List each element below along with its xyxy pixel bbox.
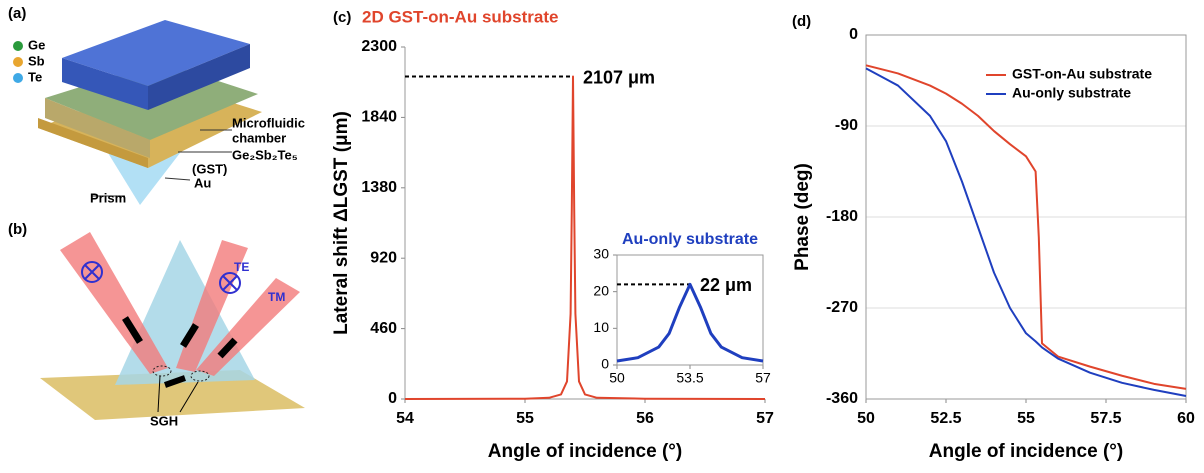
x-axis-label: Angle of incidence (°) [488, 441, 682, 462]
x-tick-label: 57.5 [1090, 410, 1121, 427]
y-tick-label: -180 [826, 208, 858, 225]
y-tick-label: 0 [601, 356, 609, 372]
y-tick-label: 460 [370, 320, 397, 337]
y-tick-label: 1840 [361, 109, 397, 126]
legend-label: GST-on-Au substrate [1012, 66, 1152, 82]
panel-label: (b) [8, 221, 27, 238]
mode-label: TE [234, 260, 249, 274]
shift-line [157, 375, 161, 413]
x-tick-label: 57 [755, 370, 771, 386]
panel-label: (a) [8, 5, 26, 22]
chamber-top [62, 20, 250, 86]
spot [152, 365, 172, 377]
arrow [217, 337, 238, 359]
x-tick-label: 60 [1177, 410, 1195, 427]
gst-edge [45, 98, 150, 158]
y-tick-label: 0 [849, 26, 858, 43]
line-series [404, 75, 766, 400]
mode-label: TM [268, 290, 285, 304]
callout: Prism [90, 190, 126, 205]
y-tick-label: -360 [826, 390, 858, 407]
arrow [122, 316, 143, 344]
polarization-icon [222, 275, 238, 291]
callout: Microfluidic [232, 115, 305, 130]
shift-label: SGH [150, 413, 178, 428]
x-tick-label: 56 [636, 410, 654, 427]
callout: chamber [232, 130, 286, 145]
spot [190, 370, 210, 382]
schematic-b: (b) TE TM SGH [8, 221, 305, 428]
te-dot [13, 73, 23, 83]
y-axis-label: Phase (deg) [792, 163, 813, 271]
x-tick-label: 53.5 [676, 370, 703, 386]
shift-line [179, 381, 199, 413]
x-tick-label: 54 [396, 410, 414, 427]
arrow [180, 323, 199, 348]
callout: (GST) [192, 161, 227, 176]
callout: Ge₂Sb₂Te₅ [232, 147, 298, 162]
chart-title: Au-only substrate [622, 231, 758, 248]
panel-label: (d) [792, 13, 811, 30]
y-tick-label: 920 [370, 249, 397, 266]
gold-edge [38, 118, 148, 168]
y-tick-label: 1380 [361, 179, 397, 196]
legend-label: Sb [28, 53, 45, 68]
legend-label: Ge [28, 37, 45, 52]
ge-dot [13, 41, 23, 51]
y-tick-label: -270 [826, 299, 858, 316]
polarization-icon [219, 272, 241, 294]
schematic-a: (a) Ge Sb Te Microfluidic chamber Ge₂Sb₂… [8, 5, 305, 205]
arrow [164, 375, 186, 388]
x-tick-label: 50 [609, 370, 625, 386]
callout: Au [194, 175, 211, 190]
polarization-icon [81, 261, 103, 283]
axes-frame [616, 254, 764, 366]
annotation-label: 22 μm [700, 275, 752, 295]
polarization-icon [84, 264, 100, 280]
x-tick-label: 57 [756, 410, 774, 427]
callout-line [164, 177, 191, 181]
chart-title: 2D GST-on-Au substrate [362, 7, 558, 26]
y-tick-label: 30 [593, 246, 609, 262]
panel-label: (c) [333, 9, 351, 26]
line-series [616, 282, 764, 363]
x-tick-label: 55 [516, 410, 534, 427]
legend-label: Te [28, 69, 42, 84]
y-tick-label: 0 [388, 390, 397, 407]
gold-plate [40, 370, 305, 420]
legend-label: Au-only substrate [1012, 85, 1131, 101]
line-series [865, 67, 1187, 397]
x-tick-label: 55 [1017, 410, 1035, 427]
annotation-label: 2107 μm [583, 67, 655, 87]
sb-dot [13, 57, 23, 67]
y-tick-label: -90 [835, 117, 858, 134]
y-tick-label: 2300 [361, 38, 397, 55]
x-axis-label: Angle of incidence (°) [929, 441, 1123, 462]
y-axis-label: Lateral shift ΔLGST (μm) [331, 111, 352, 335]
inset-background [617, 255, 763, 365]
line-series [865, 64, 1187, 390]
y-tick-label: 10 [593, 319, 609, 335]
y-tick-label: 20 [593, 282, 609, 298]
chamber-side [148, 44, 250, 110]
x-tick-label: 52.5 [930, 410, 961, 427]
x-tick-label: 50 [857, 410, 875, 427]
axes-frame [865, 34, 1187, 400]
chamber-front [62, 58, 148, 110]
